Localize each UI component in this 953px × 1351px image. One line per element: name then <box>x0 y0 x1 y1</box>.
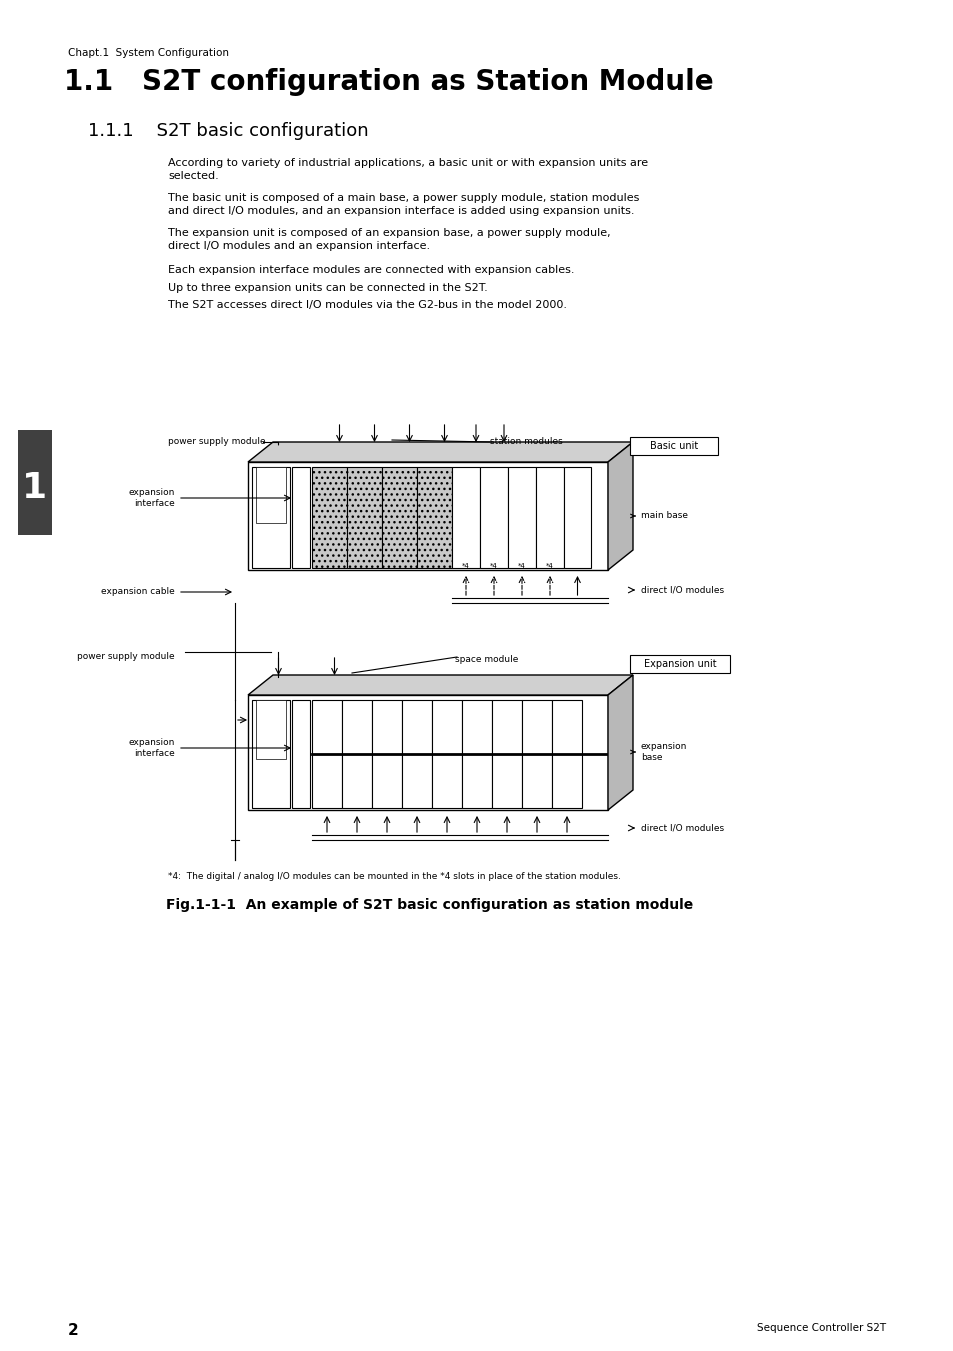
Text: 1: 1 <box>23 470 48 504</box>
Bar <box>252 700 290 808</box>
Bar <box>563 467 590 567</box>
Polygon shape <box>248 442 633 462</box>
Bar <box>452 467 479 567</box>
Bar <box>312 467 347 567</box>
Text: expansion
interface: expansion interface <box>129 488 174 508</box>
Text: *4: *4 <box>545 563 554 569</box>
Text: expansion
base: expansion base <box>630 742 687 762</box>
Bar <box>372 700 401 808</box>
Text: The expansion unit is composed of an expansion base, a power supply module,
dire: The expansion unit is composed of an exp… <box>168 228 610 251</box>
Bar <box>292 467 310 567</box>
Text: station modules: station modules <box>490 436 562 446</box>
Text: *4: *4 <box>517 563 525 569</box>
Bar <box>507 467 536 567</box>
Bar <box>416 467 452 567</box>
Bar <box>629 436 718 455</box>
Bar <box>252 467 290 567</box>
Bar <box>629 655 729 673</box>
Bar <box>381 467 416 567</box>
Text: expansion
interface: expansion interface <box>129 738 174 758</box>
Bar <box>536 467 563 567</box>
Text: 1.1   S2T configuration as Station Module: 1.1 S2T configuration as Station Module <box>64 68 713 96</box>
Bar <box>341 700 372 808</box>
Text: Chapt.1  System Configuration: Chapt.1 System Configuration <box>68 49 229 58</box>
Polygon shape <box>607 676 633 811</box>
Text: 1.1.1    S2T basic configuration: 1.1.1 S2T basic configuration <box>88 122 368 141</box>
Text: space module: space module <box>455 655 517 663</box>
Bar <box>521 700 552 808</box>
Polygon shape <box>248 676 633 694</box>
Bar <box>552 700 581 808</box>
Bar <box>461 700 492 808</box>
Bar <box>18 430 52 535</box>
Text: 2: 2 <box>68 1323 79 1337</box>
Bar <box>492 700 521 808</box>
Text: Fig.1-1-1  An example of S2T basic configuration as station module: Fig.1-1-1 An example of S2T basic config… <box>166 898 693 912</box>
Text: power supply module: power supply module <box>77 653 174 661</box>
Text: Basic unit: Basic unit <box>649 440 698 451</box>
Bar <box>312 700 341 808</box>
Bar <box>479 467 507 567</box>
Text: Each expansion interface modules are connected with expansion cables.: Each expansion interface modules are con… <box>168 265 574 276</box>
Text: Up to three expansion units can be connected in the S2T.: Up to three expansion units can be conne… <box>168 282 487 293</box>
Text: expansion cable: expansion cable <box>101 588 174 597</box>
Bar <box>292 700 310 808</box>
Bar <box>255 467 286 523</box>
Bar <box>347 467 381 567</box>
Polygon shape <box>248 694 607 811</box>
Bar <box>432 700 461 808</box>
Text: *4: *4 <box>490 563 497 569</box>
Polygon shape <box>607 442 633 570</box>
Text: main base: main base <box>630 512 687 520</box>
Text: direct I/O modules: direct I/O modules <box>640 585 723 594</box>
Text: power supply module: power supply module <box>168 436 265 446</box>
Text: The basic unit is composed of a main base, a power supply module, station module: The basic unit is composed of a main bas… <box>168 193 639 216</box>
Bar <box>255 700 286 759</box>
Polygon shape <box>248 462 607 570</box>
Text: Expansion unit: Expansion unit <box>643 659 716 669</box>
Text: The S2T accesses direct I/O modules via the G2-bus in the model 2000.: The S2T accesses direct I/O modules via … <box>168 300 566 309</box>
Text: direct I/O modules: direct I/O modules <box>640 824 723 832</box>
Bar <box>401 700 432 808</box>
Text: According to variety of industrial applications, a basic unit or with expansion : According to variety of industrial appli… <box>168 158 647 181</box>
Text: *4: *4 <box>461 563 470 569</box>
Text: *4:  The digital / analog I/O modules can be mounted in the *4 slots in place of: *4: The digital / analog I/O modules can… <box>168 871 620 881</box>
Text: Sequence Controller S2T: Sequence Controller S2T <box>756 1323 885 1333</box>
